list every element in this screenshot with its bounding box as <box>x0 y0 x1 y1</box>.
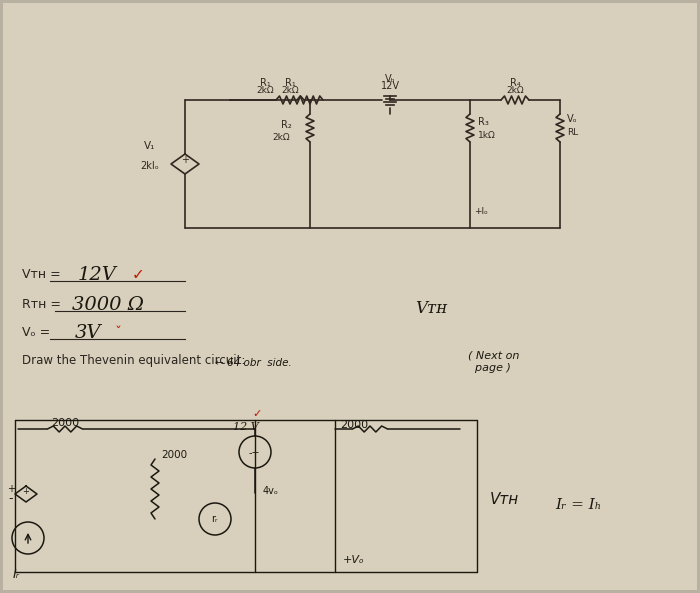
Text: 3000 Ω: 3000 Ω <box>72 296 144 314</box>
Text: Iᵣ: Iᵣ <box>13 568 20 581</box>
Text: +: + <box>7 484 15 494</box>
Text: +: + <box>22 486 29 496</box>
Text: Vₒ =: Vₒ = <box>22 326 50 339</box>
Text: Vᴛʜ: Vᴛʜ <box>490 492 519 507</box>
Text: 3V: 3V <box>75 324 101 342</box>
Text: R₃: R₃ <box>478 117 489 127</box>
Text: Iᵣ = Iₕ: Iᵣ = Iₕ <box>555 498 601 512</box>
Text: RL: RL <box>567 128 578 137</box>
Text: +Iₒ: +Iₒ <box>474 207 488 216</box>
Text: ˇ: ˇ <box>115 326 122 340</box>
Text: +Vₒ: +Vₒ <box>343 555 365 565</box>
Text: 12V: 12V <box>78 266 117 284</box>
Text: R₂: R₂ <box>281 120 292 130</box>
Text: +: + <box>181 155 189 165</box>
Text: ← 64 obr  side.: ← 64 obr side. <box>215 358 292 368</box>
Text: 2000: 2000 <box>161 450 187 460</box>
Text: ✓: ✓ <box>252 409 261 419</box>
Text: 12 V: 12 V <box>233 422 259 432</box>
Text: Vᴛʜ: Vᴛʜ <box>415 300 447 317</box>
Text: 4vₒ: 4vₒ <box>263 486 279 496</box>
Text: 2kΩ: 2kΩ <box>272 132 290 142</box>
Text: 1kΩ: 1kΩ <box>478 130 496 139</box>
Text: page ): page ) <box>468 363 511 373</box>
Text: R₁: R₁ <box>285 78 295 88</box>
Text: Vₒ: Vₒ <box>567 114 577 124</box>
Text: ✓: ✓ <box>132 267 145 282</box>
Text: -+: -+ <box>248 448 260 458</box>
Text: Vᴛʜ =: Vᴛʜ = <box>22 268 61 281</box>
Text: Draw the Thevenin equivalent circuit:: Draw the Thevenin equivalent circuit: <box>22 354 246 367</box>
Text: R₁: R₁ <box>260 78 270 88</box>
Text: 2kΩ: 2kΩ <box>506 86 524 95</box>
Text: 2000: 2000 <box>340 420 368 430</box>
Text: -: - <box>8 492 13 505</box>
Text: ( Next on: ( Next on <box>468 350 519 360</box>
FancyBboxPatch shape <box>3 3 697 590</box>
Text: V₁: V₁ <box>144 141 155 151</box>
Text: 2000: 2000 <box>51 418 79 428</box>
Text: 12V: 12V <box>381 81 400 91</box>
Text: 2kΩ: 2kΩ <box>281 86 299 95</box>
Text: rᵣ: rᵣ <box>211 514 217 524</box>
Text: R₄: R₄ <box>510 78 520 88</box>
Text: Vₕ: Vₕ <box>385 74 396 84</box>
Text: 2kIₒ: 2kIₒ <box>141 161 160 171</box>
Text: 2kΩ: 2kΩ <box>256 86 274 95</box>
Text: Rᴛʜ =: Rᴛʜ = <box>22 298 61 311</box>
